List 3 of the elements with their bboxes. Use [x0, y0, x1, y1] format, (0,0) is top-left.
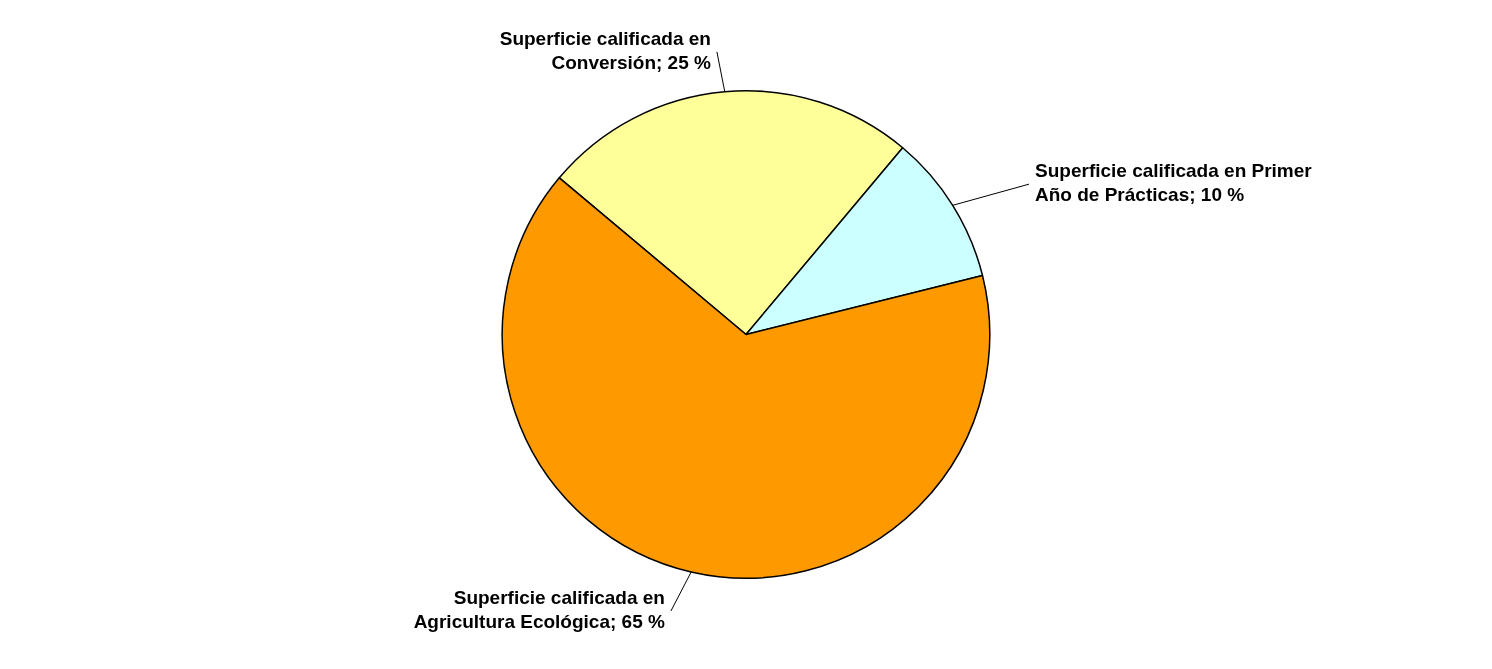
- slice-label: Superficie calificada en Primer Año de Prácticas; 10 %: [1035, 160, 1313, 206]
- slice-label: Superficie calificada en Agricultura Ecológica; 65 %: [413, 587, 666, 633]
- slice-label: Superficie calificada en Conversión; 25 %: [499, 28, 712, 74]
